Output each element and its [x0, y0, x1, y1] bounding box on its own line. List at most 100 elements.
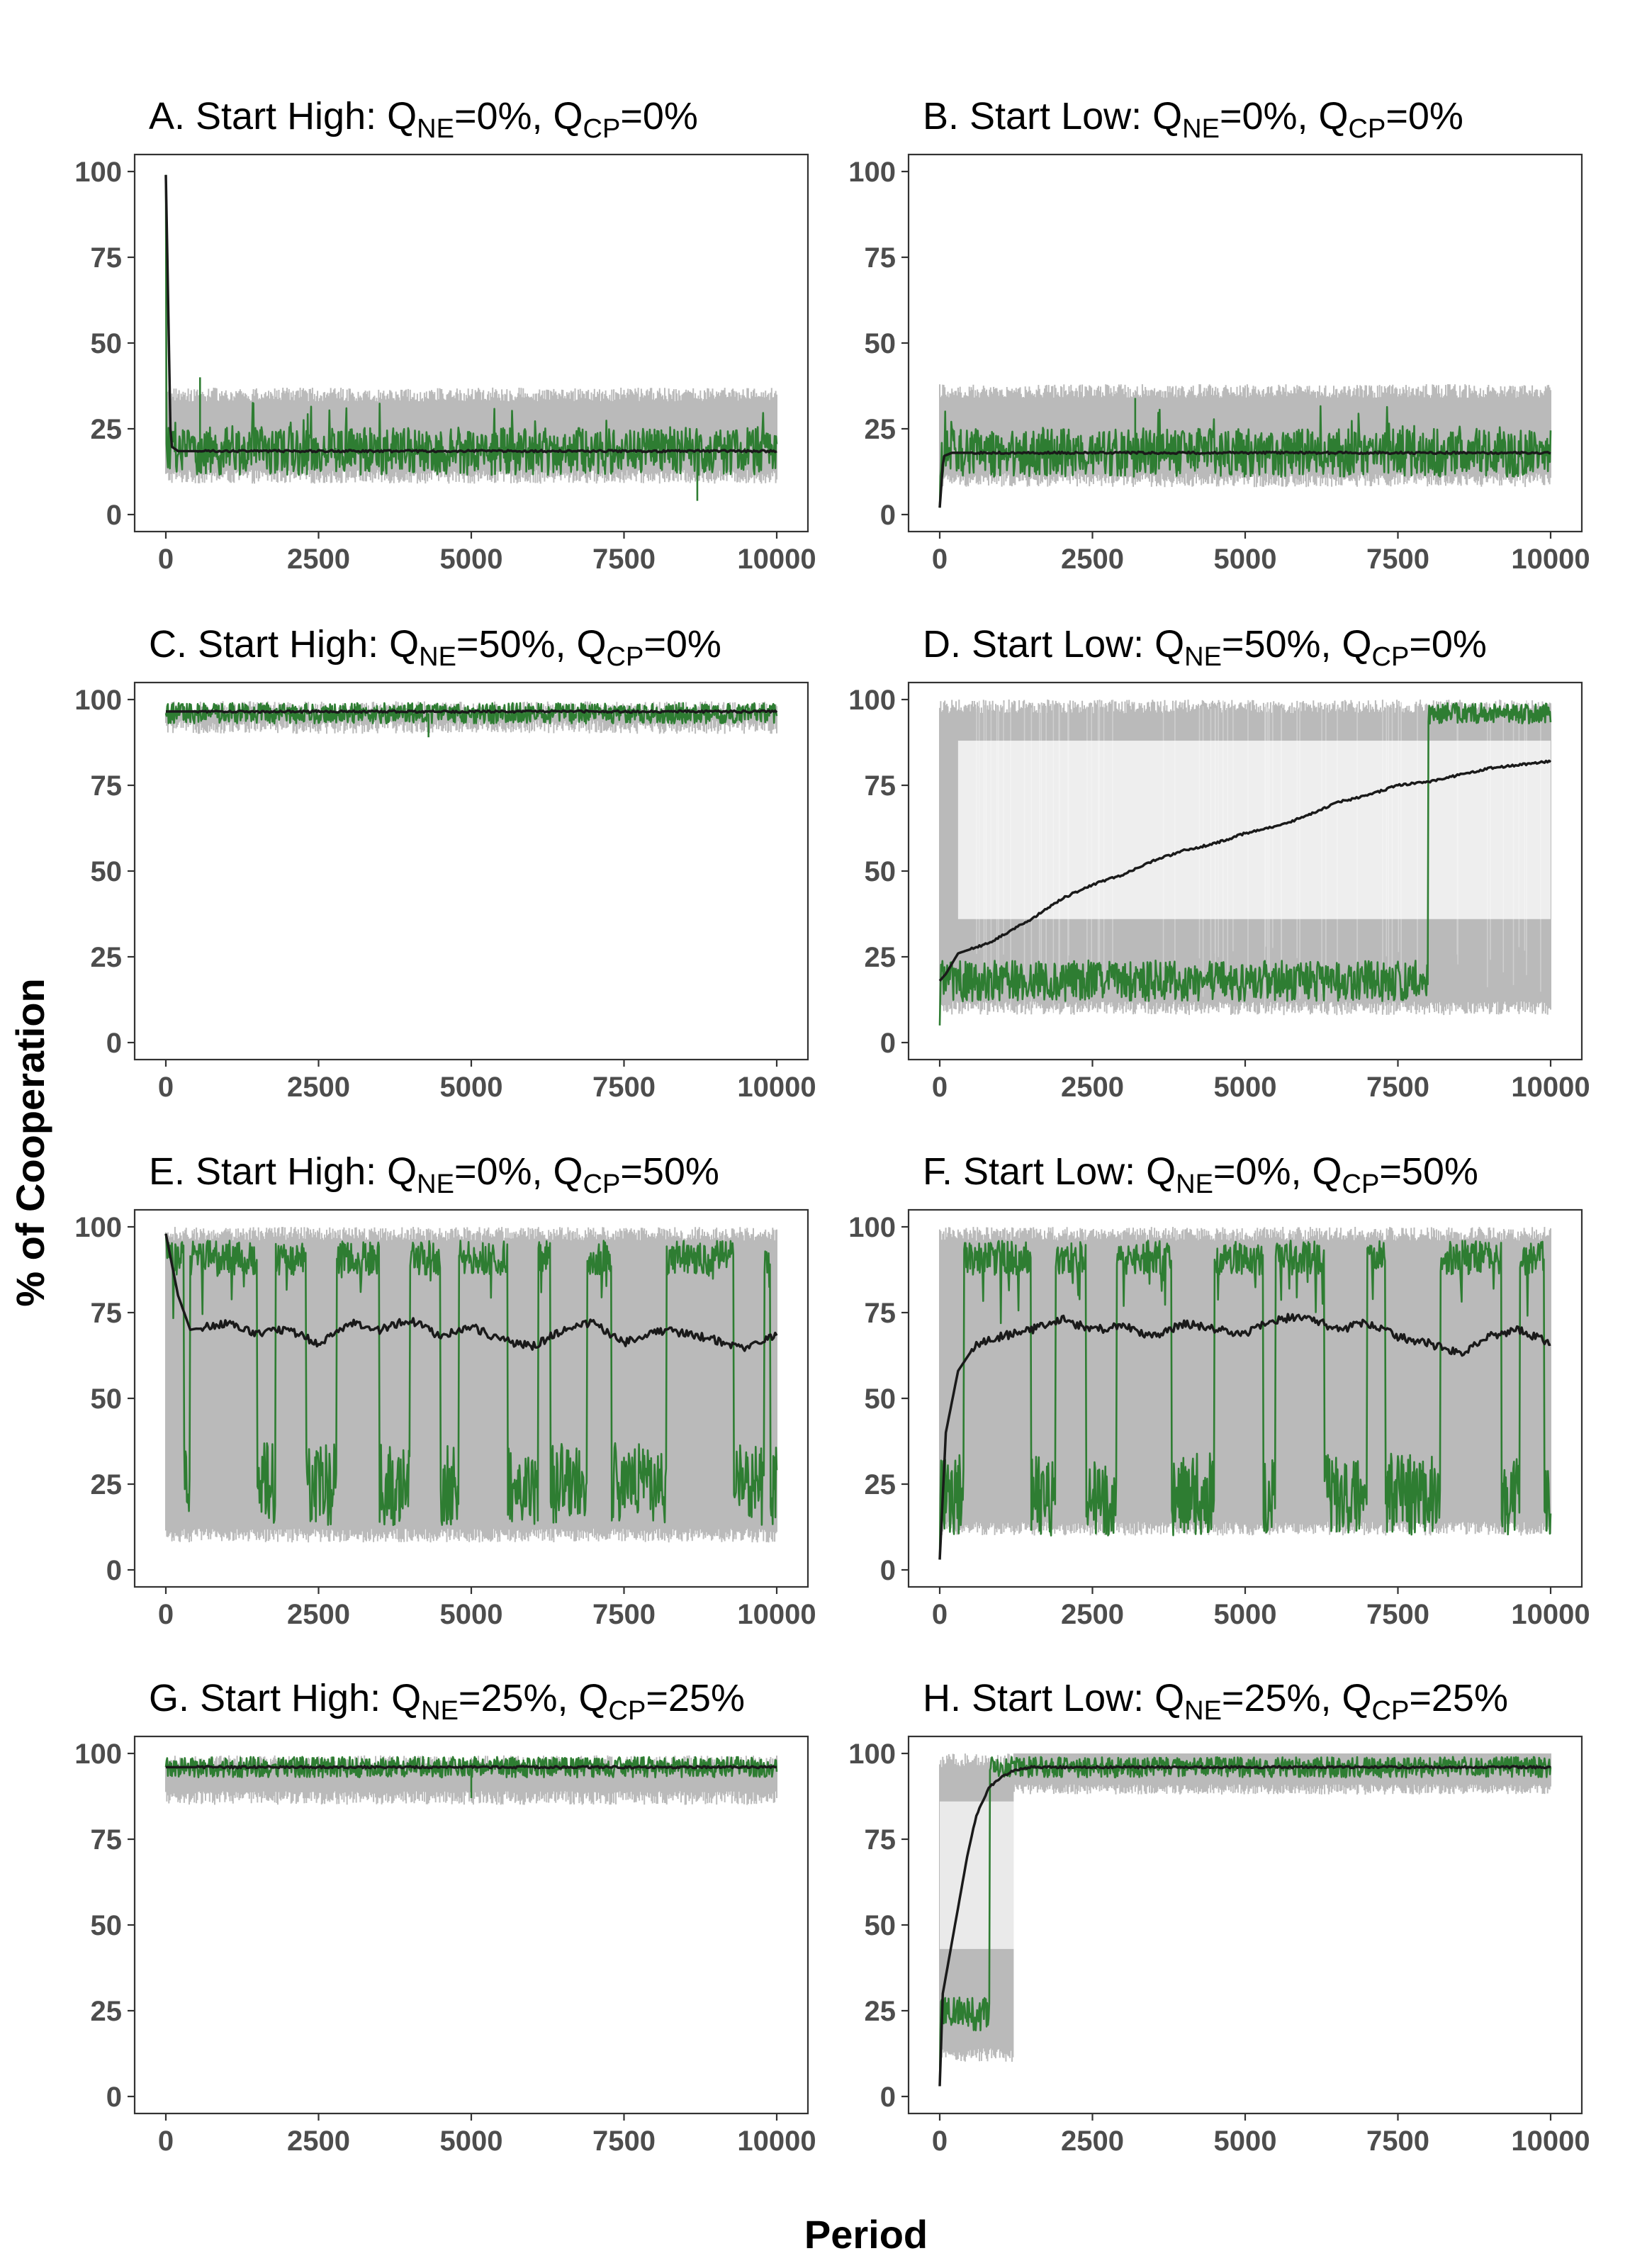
- y-tick-label: 100: [848, 1739, 896, 1770]
- x-tick-label: 0: [158, 544, 174, 575]
- title-segment: =0%, Q: [1220, 95, 1349, 137]
- y-tick-label: 25: [91, 414, 123, 445]
- y-tick-label: 75: [91, 242, 123, 274]
- x-tick-label: 5000: [1214, 544, 1277, 575]
- x-tick-label: 2500: [287, 2126, 350, 2157]
- title-subscript: CP: [609, 1696, 646, 1726]
- title-segment: H. Start Low: Q: [923, 1677, 1184, 1719]
- y-tick-label: 50: [91, 856, 123, 887]
- y-tick-label: 100: [74, 685, 122, 716]
- y-tick-label: 75: [91, 1298, 123, 1329]
- mean-line: [938, 759, 1552, 982]
- title-subscript: NE: [421, 1696, 459, 1726]
- x-tick-label: 10000: [1511, 2126, 1590, 2157]
- panel: G. Start High: QNE=25%, QCP=25% 0 25 50 75 10…: [74, 1677, 816, 2157]
- band-gap-mid: [940, 1801, 1016, 1949]
- y-tick-label: 0: [880, 2082, 896, 2113]
- x-tick-label: 10000: [1511, 1599, 1590, 1630]
- example-run: [938, 1240, 1552, 1560]
- y-tick-label: 75: [865, 1298, 896, 1329]
- x-tick-label: 5000: [1214, 1072, 1277, 1103]
- x-tick-label: 0: [932, 1599, 948, 1630]
- title-segment: =25%: [1409, 1677, 1508, 1719]
- y-tick-label: 75: [865, 1824, 896, 1856]
- panel: C. Start High: QNE=50%, QCP=0% 0 25 50 75 100…: [74, 623, 816, 1103]
- y-tick-label: 25: [865, 414, 896, 445]
- y-tick-label: 75: [91, 1824, 123, 1856]
- x-tick-label: 10000: [737, 544, 816, 575]
- green-run-line: [938, 405, 1552, 508]
- example-run: [164, 1233, 778, 1527]
- panel-title: G. Start High: QNE=25%, QCP=25%: [149, 1677, 745, 1726]
- y-tick-label: 100: [848, 157, 896, 188]
- y-tick-label: 25: [865, 1469, 896, 1500]
- plot-content: [164, 1755, 778, 1805]
- mean-line: [164, 174, 777, 454]
- mean-line: [166, 1765, 777, 1770]
- x-tick-label: 7500: [592, 1072, 656, 1103]
- y-tick-label: 0: [880, 1028, 896, 1059]
- title-subscript: CP: [1372, 1696, 1410, 1726]
- band-gap: [1016, 1801, 1551, 2096]
- x-tick-label: 2500: [1061, 544, 1124, 575]
- mean-line: [166, 709, 778, 714]
- example-run: [938, 702, 1552, 1026]
- plot-content: [938, 1753, 1552, 2096]
- title-subscript: CP: [1342, 1169, 1380, 1199]
- y-tick-label: 75: [91, 770, 123, 802]
- x-tick-label: 2500: [287, 1599, 350, 1630]
- x-tick-label: 2500: [1061, 1072, 1124, 1103]
- panel: E. Start High: QNE=0%, QCP=50% 0 25 50 75 100…: [74, 1150, 816, 1630]
- title-subscript: NE: [417, 114, 454, 144]
- x-tick-label: 10000: [737, 2126, 816, 2157]
- title-subscript: NE: [1184, 1696, 1222, 1726]
- y-tick-label: 25: [865, 942, 896, 973]
- x-tick-label: 0: [158, 1072, 174, 1103]
- plot-content: [938, 384, 1552, 508]
- panel-title: H. Start Low: QNE=25%, QCP=25%: [923, 1677, 1508, 1726]
- title-segment: =25%, Q: [459, 1677, 609, 1719]
- example-run: [938, 398, 1552, 508]
- y-tick-label: 50: [91, 1910, 123, 1941]
- panel: F. Start Low: QNE=0%, QCP=50%02550751000…: [848, 1150, 1590, 1630]
- green-run-line: [938, 1756, 1552, 2087]
- x-tick-label: 7500: [592, 1599, 656, 1630]
- panels: A. Start High: QNE=0%, QCP=0%02550751000…: [74, 95, 1590, 2157]
- x-tick-label: 5000: [440, 2126, 503, 2157]
- panel-title: F. Start Low: QNE=0%, QCP=50%: [923, 1150, 1478, 1199]
- title-segment: =0%, Q: [454, 1150, 583, 1193]
- y-tick-label: 0: [106, 500, 122, 531]
- mean-line: [938, 1765, 1551, 2087]
- x-axis-title: Period: [804, 2212, 928, 2257]
- y-tick-label: 25: [91, 942, 123, 973]
- panel-title: C. Start High: QNE=50%, QCP=0%: [149, 623, 721, 672]
- green-run-line: [938, 702, 1552, 1026]
- title-subscript: NE: [419, 642, 456, 672]
- x-tick-label: 2500: [287, 544, 350, 575]
- x-tick-label: 2500: [1061, 2126, 1124, 2157]
- y-tick-label: 50: [865, 1910, 896, 1941]
- x-tick-label: 5000: [440, 1072, 503, 1103]
- y-tick-label: 100: [848, 1212, 896, 1243]
- panel-title: B. Start Low: QNE=0%, QCP=0%: [923, 95, 1463, 144]
- y-tick-label: 50: [865, 328, 896, 359]
- title-subscript: CP: [1372, 642, 1410, 672]
- panel: D. Start Low: QNE=50%, QCP=0%02550751000…: [848, 623, 1590, 1103]
- y-tick-label: 0: [880, 500, 896, 531]
- y-tick-label: 0: [106, 1555, 122, 1586]
- title-segment: =0%, Q: [1213, 1150, 1342, 1193]
- x-tick-label: 7500: [592, 544, 656, 575]
- y-axis-title: % of Cooperation: [8, 978, 52, 1307]
- grey-band: [165, 1227, 777, 1543]
- title-segment: =0%: [620, 95, 698, 137]
- mean-line: [938, 450, 1551, 508]
- x-tick-label: 7500: [1366, 1599, 1429, 1630]
- title-segment: =0%: [1386, 95, 1463, 137]
- panel-title: E. Start High: QNE=0%, QCP=50%: [149, 1150, 719, 1199]
- title-segment: =50%, Q: [1222, 623, 1372, 666]
- title-segment: =25%: [646, 1677, 745, 1719]
- y-tick-label: 75: [865, 770, 896, 802]
- x-tick-label: 5000: [440, 1599, 503, 1630]
- title-segment: =50%, Q: [456, 623, 607, 666]
